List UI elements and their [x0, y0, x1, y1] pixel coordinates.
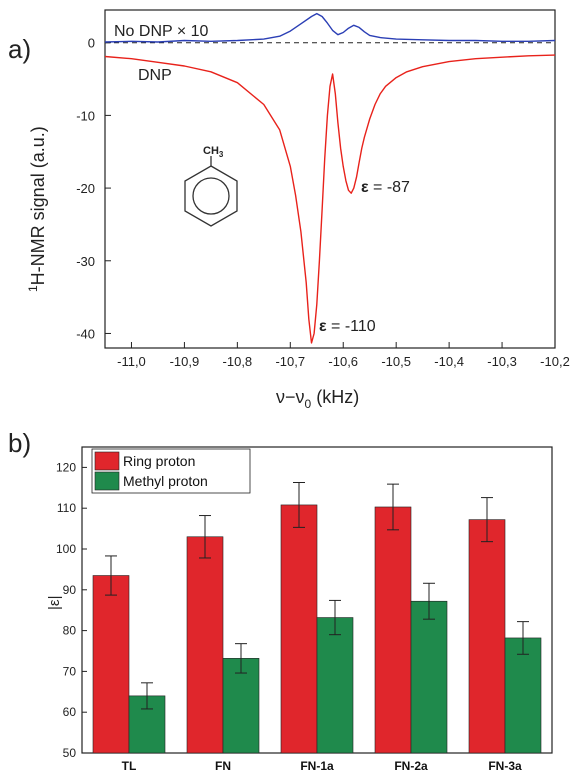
- x-tick-label-a: -10,3: [487, 354, 517, 369]
- panel-a-label: a): [8, 34, 31, 64]
- plot-a-frame: [104, 9, 556, 349]
- benzene-ring: [184, 165, 238, 227]
- bar-methyl-proton: [222, 658, 260, 754]
- legend-swatch-ring: [94, 451, 120, 471]
- y-axis-text: H-NMR signal (a.u.): [28, 126, 48, 285]
- y-tick-label-b: 70: [63, 664, 77, 678]
- bar-ring-proton: [280, 504, 318, 754]
- category-label: FN-2a: [394, 759, 428, 773]
- y-tick-label-a: -40: [76, 326, 95, 341]
- y-tick-label-b: 90: [63, 583, 77, 597]
- plot-a-axes: -11,0 -10,9 -10,8 -10,7 -10,6 -10,5 -10,4 -10,3…: [76, 36, 570, 369]
- eps-110-value: = -110: [327, 318, 376, 335]
- methyl-group-label: CH3: [203, 145, 224, 159]
- eps-110-annotation: ε = -110: [319, 318, 376, 335]
- x-axis-title-a: ν−ν0 (kHz): [276, 387, 359, 411]
- eps-symbol-2: ε: [319, 318, 327, 335]
- y-tick-label-b: 50: [63, 746, 77, 760]
- ch3-subscript: 3: [219, 150, 224, 159]
- plot-b-bars: TL FN FN-1a FN-2a FN-3a: [92, 481, 542, 773]
- dnp-label: DNP: [138, 67, 172, 84]
- bar-ring-proton: [468, 519, 506, 754]
- y-tick-label-a: -30: [76, 254, 95, 269]
- bar-methyl-proton: [316, 617, 354, 754]
- bar-methyl-proton: [410, 600, 448, 754]
- y-axis-superscript: 1: [26, 285, 40, 292]
- legend-label-ring: Ring proton: [123, 453, 195, 469]
- x-axis-unit: (kHz): [311, 387, 359, 407]
- x-tick-label-a: -10,6: [328, 354, 358, 369]
- legend-label-methyl: Methyl proton: [123, 473, 208, 489]
- y-tick-label-b: 60: [63, 705, 77, 719]
- x-tick-label-a: -11,0: [117, 354, 146, 369]
- y-tick-label-b: 100: [56, 542, 76, 556]
- series-dnp-line: [104, 54, 556, 344]
- category-label: FN: [215, 759, 231, 773]
- aromatic-circle: [192, 177, 230, 215]
- x-tick-label-a: -10,9: [170, 354, 200, 369]
- y-tick-label-b: 110: [57, 501, 76, 515]
- eps-87-annotation: ε = -87: [361, 179, 410, 196]
- y-tick-label-a: -20: [76, 181, 95, 196]
- panel-b-label: b): [8, 428, 31, 458]
- legend-swatch-methyl: [94, 471, 120, 491]
- category-label: FN-1a: [300, 759, 334, 773]
- plot-a-series: [104, 12, 556, 344]
- category-label: FN-3a: [488, 759, 522, 773]
- x-tick-label-a: -10,5: [381, 354, 411, 369]
- legend: Ring proton Methyl proton: [91, 448, 251, 494]
- y-tick-label-b: 120: [56, 460, 76, 474]
- x-tick-label-a: -10,8: [223, 354, 253, 369]
- bar-ring-proton: [92, 575, 130, 754]
- eps-87-value: = -87: [369, 179, 410, 196]
- eps-symbol: ε: [361, 179, 369, 196]
- x-tick-label-a: -10,7: [275, 354, 305, 369]
- x-tick-label-a: -10,4: [434, 354, 464, 369]
- y-axis-title-a: 1H-NMR signal (a.u.): [26, 126, 48, 292]
- y-tick-label-b: 80: [63, 624, 77, 638]
- toluene-structure: CH3: [184, 145, 238, 227]
- y-tick-label-a: 0: [88, 36, 95, 51]
- bar-methyl-proton: [504, 637, 542, 754]
- y-tick-label-a: -10: [76, 108, 95, 123]
- ch-text: CH: [203, 145, 219, 157]
- category-label: TL: [122, 759, 137, 773]
- bar-ring-proton: [374, 506, 412, 754]
- x-axis-main: ν−ν: [276, 387, 305, 407]
- series-no-dnp-line: [104, 12, 556, 43]
- bar-ring-proton: [186, 536, 224, 754]
- y-axis-title-b: |ε|: [46, 596, 63, 610]
- x-axis-subscript: 0: [305, 397, 312, 411]
- x-tick-label-a: -10,2: [540, 354, 570, 369]
- nmr-spectrum-plot: -11,0 -10,9 -10,8 -10,7 -10,6 -10,5 -10,4 -10,3…: [76, 9, 570, 369]
- plot-b-axes: 50 60 70 80 90 100 110 120: [56, 460, 87, 760]
- nodnp-label: No DNP × 10: [114, 23, 209, 40]
